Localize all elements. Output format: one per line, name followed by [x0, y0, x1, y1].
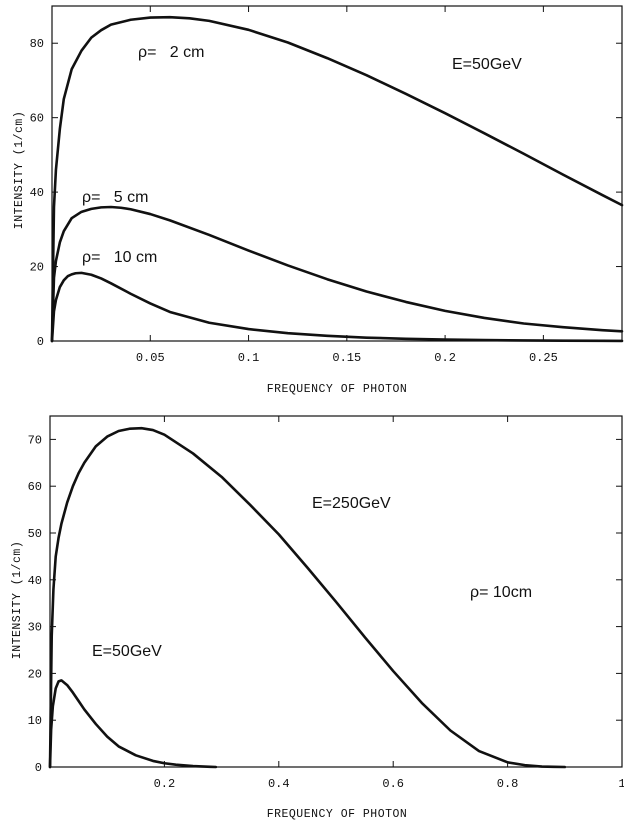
- y-tick-label: 60: [28, 480, 42, 494]
- y-tick-label: 60: [30, 112, 44, 126]
- top-chart: 0.05 0.1 0.15 0.2 0.25 0 20 40 60 80 FREQUENCY O…: [13, 5, 624, 396]
- bottom-plot-frame: [49, 415, 623, 768]
- y-tick-label: 40: [28, 574, 42, 588]
- x-tick-label: 0.05: [136, 351, 165, 365]
- top-plot-frame: [51, 5, 623, 342]
- top-y-axis-label: INTENSITY (1/cm): [13, 111, 26, 229]
- bottom-annotation-rho: ρ= 10cm: [470, 584, 532, 601]
- top-x-axis-label: FREQUENCY OF PHOTON: [267, 383, 408, 396]
- bottom-x-axis-label: FREQUENCY OF PHOTON: [267, 808, 408, 821]
- bottom-annotation-energy-250: E=250GeV: [312, 495, 391, 512]
- series-line-2: [48, 679, 218, 769]
- series-line-1: [48, 426, 567, 769]
- y-tick-label: 40: [30, 186, 44, 200]
- x-tick-label: 0.8: [497, 777, 519, 791]
- y-tick-label: 70: [28, 433, 42, 447]
- bottom-x-tick-labels: 0.2 0.4 0.6 0.8 1: [154, 777, 624, 791]
- series-line-2: [50, 205, 624, 343]
- y-tick-label: 0: [37, 335, 44, 349]
- x-tick-label: 1: [618, 777, 624, 791]
- bottom-series-lines: [48, 426, 567, 769]
- y-tick-label: 10: [28, 714, 42, 728]
- top-series-lines: [50, 15, 624, 343]
- series-line-1: [50, 15, 624, 343]
- x-tick-label: 0.15: [332, 351, 361, 365]
- x-tick-label: 0.2: [154, 777, 176, 791]
- bottom-tick-marks: [50, 416, 623, 768]
- top-annotation-rho-2cm: ρ= 2 cm: [138, 44, 204, 61]
- top-annotation-rho-5cm: ρ= 5 cm: [82, 189, 148, 206]
- x-tick-label: 0.25: [529, 351, 558, 365]
- bottom-annotation-energy-50: E=50GeV: [92, 643, 162, 660]
- x-tick-label: 0.1: [238, 351, 260, 365]
- bottom-y-tick-labels: 0 10 20 30 40 50 60 70: [28, 433, 42, 775]
- y-tick-label: 50: [28, 527, 42, 541]
- y-tick-label: 0: [35, 761, 42, 775]
- y-tick-label: 20: [28, 667, 42, 681]
- bottom-y-axis-label: INTENSITY (1/cm): [11, 541, 24, 659]
- series-line-3: [50, 271, 624, 343]
- bottom-chart: 0.2 0.4 0.6 0.8 1 0 10 20 30 40 50 60 70 FREQUENCY …: [11, 415, 624, 821]
- top-y-tick-labels: 0 20 40 60 80: [30, 37, 44, 349]
- y-tick-label: 30: [28, 621, 42, 635]
- y-tick-label: 20: [30, 261, 44, 275]
- y-tick-label: 80: [30, 37, 44, 51]
- x-tick-label: 0.6: [382, 777, 404, 791]
- x-tick-label: 0.2: [434, 351, 456, 365]
- x-tick-label: 0.4: [268, 777, 290, 791]
- top-annotation-energy: E=50GeV: [452, 56, 522, 73]
- top-annotation-rho-10cm: ρ= 10 cm: [82, 249, 157, 266]
- top-x-tick-labels: 0.05 0.1 0.15 0.2 0.25: [136, 351, 558, 365]
